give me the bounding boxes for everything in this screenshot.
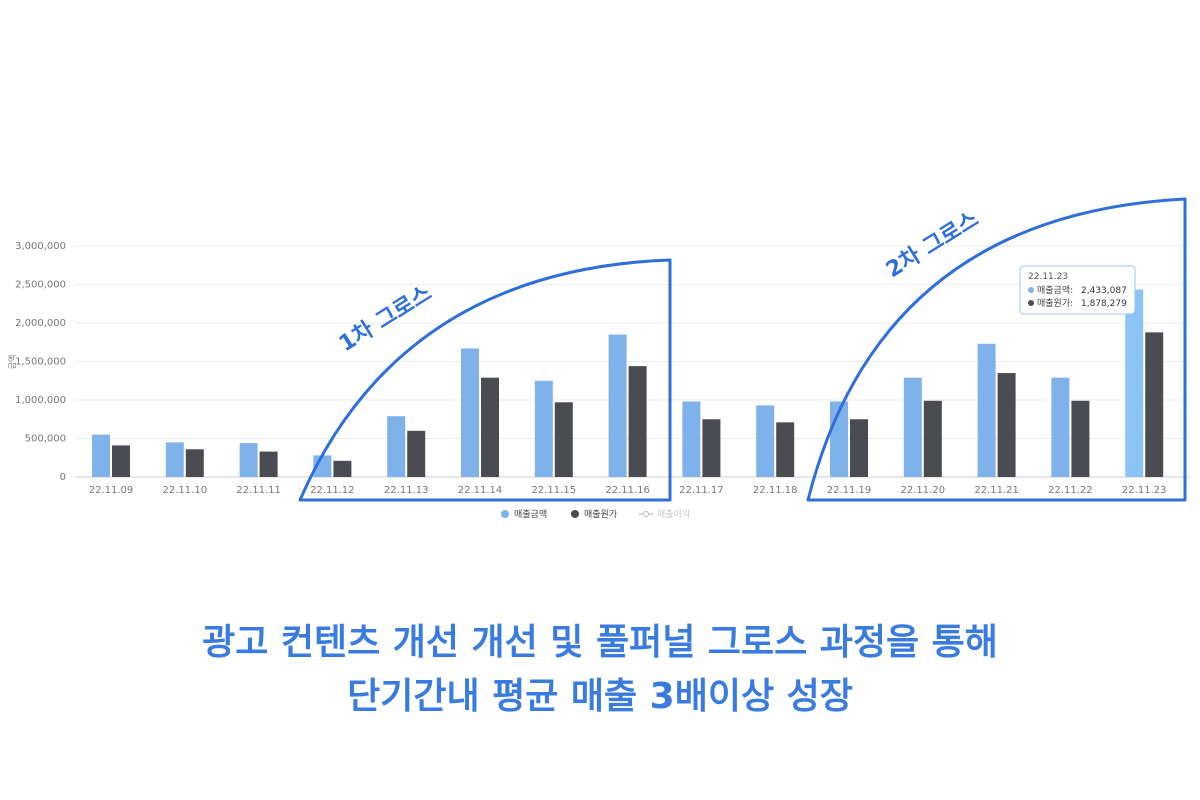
growth-2-label: 2차 그로스 (882, 207, 983, 283)
tooltip-cost-label: 매출원가: (1037, 298, 1073, 309)
y-tick-label: 2,500,000 (15, 280, 66, 291)
bar-sales[interactable] (756, 405, 775, 477)
bar-sales[interactable] (1051, 377, 1070, 477)
x-tick-label: 22.11.13 (384, 485, 429, 496)
tooltip: 22.11.23 매출금액: 2,433,087 매출원가: 1,878,279 (1019, 265, 1136, 315)
tooltip-cost-dot (1028, 300, 1034, 306)
legend-profit-marker (642, 510, 650, 518)
x-tick-label: 22.11.11 (236, 485, 281, 496)
sales-chart: 0 500,000 1,000,000 1,500,000 2,000,000 2,500… (7, 197, 1190, 520)
tooltip-sales-label: 매출금액: (1037, 284, 1073, 296)
bar-sales[interactable] (608, 334, 627, 477)
y-axis-label: 금액 (7, 355, 17, 370)
x-tick-label: 22.11.10 (163, 485, 208, 496)
legend-cost-label: 매출원가 (584, 509, 617, 520)
bar-sales[interactable] (682, 401, 701, 477)
x-tick-label: 22.11.15 (532, 485, 577, 496)
x-tick-label: 22.11.21 (974, 485, 1019, 496)
x-tick-label: 22.11.14 (458, 485, 503, 496)
y-tick-label: 3,000,000 (15, 241, 66, 252)
legend-item-profit[interactable]: 매출이익 (639, 508, 690, 520)
y-tick-label: 1,000,000 (15, 395, 66, 406)
bar-cost[interactable] (407, 430, 426, 477)
bars (92, 289, 1164, 477)
bar-sales[interactable] (387, 416, 406, 477)
x-tick-label: 22.11.09 (89, 485, 134, 496)
bar-cost[interactable] (1071, 400, 1090, 477)
x-tick-label: 22.11.17 (679, 485, 724, 496)
legend-item-sales[interactable]: 매출금액 (501, 508, 547, 520)
bar-sales[interactable] (165, 442, 184, 477)
x-tick-label: 22.11.22 (1048, 485, 1093, 496)
bar-sales[interactable] (92, 434, 110, 477)
y-tick-label: 1,500,000 (15, 357, 66, 368)
headline-line-1: 광고 컨텐츠 개선 개선 및 풀퍼널 그로스 과정을 통해 (202, 622, 998, 663)
x-tick-label: 22.11.16 (605, 485, 650, 496)
bar-cost[interactable] (850, 419, 868, 477)
bar-sales[interactable] (461, 348, 479, 477)
x-tick-label: 22.11.19 (827, 485, 872, 496)
legend-sales-marker (501, 510, 509, 518)
headline-line-2: 단기간내 평균 매출 3배이상 성장 (347, 676, 853, 717)
bar-cost[interactable] (628, 366, 647, 477)
growth-1-label: 1차 그로스 (335, 281, 436, 357)
tooltip-box (1019, 265, 1136, 315)
x-tick-label: 22.11.20 (901, 485, 946, 496)
y-tick-label: 0 (60, 472, 66, 483)
bar-cost[interactable] (776, 422, 795, 477)
legend-cost-marker (571, 510, 579, 518)
x-axis-tick-labels: 22.11.09 22.11.10 22.11.11 22.11.12 22.11.13… (89, 485, 1167, 496)
bar-sales[interactable] (239, 443, 258, 477)
growth-2-outline (806, 197, 1187, 502)
tooltip-sales-value: 2,433,087 (1081, 286, 1127, 296)
growth-1-outline (298, 258, 672, 502)
bar-cost[interactable] (997, 373, 1016, 477)
bar-cost[interactable] (333, 460, 352, 477)
y-tick-label: 2,000,000 (15, 318, 66, 329)
bar-cost[interactable] (259, 451, 278, 477)
bar-cost[interactable] (554, 402, 573, 477)
bar-cost[interactable] (923, 400, 942, 477)
y-axis-tick-labels: 0 500,000 1,000,000 1,500,000 2,000,000 2,500… (15, 241, 66, 483)
tooltip-sales-dot (1028, 287, 1034, 293)
bar-sales[interactable] (1125, 289, 1144, 477)
bar-cost[interactable] (112, 445, 130, 477)
x-tick-label: 22.11.18 (753, 485, 798, 496)
bar-cost[interactable] (185, 449, 204, 477)
legend-profit-label: 매출이익 (657, 508, 690, 520)
x-tick-label: 22.11.12 (310, 485, 355, 496)
legend-sales-label: 매출금액 (514, 508, 547, 520)
tooltip-cost-value: 1,878,279 (1081, 299, 1127, 309)
bar-sales[interactable] (977, 343, 996, 477)
bar-cost[interactable] (1145, 332, 1164, 477)
bar-cost[interactable] (481, 377, 499, 477)
bar-cost[interactable] (702, 419, 721, 477)
legend: 매출금액 매출원가 매출이익 (501, 508, 690, 520)
tooltip-title: 22.11.23 (1028, 272, 1068, 282)
legend-item-cost[interactable]: 매출원가 (571, 509, 617, 520)
bar-sales[interactable] (903, 377, 922, 477)
y-tick-label: 500,000 (25, 434, 66, 445)
bar-sales[interactable] (534, 380, 553, 477)
x-tick-label: 22.11.23 (1122, 485, 1167, 496)
